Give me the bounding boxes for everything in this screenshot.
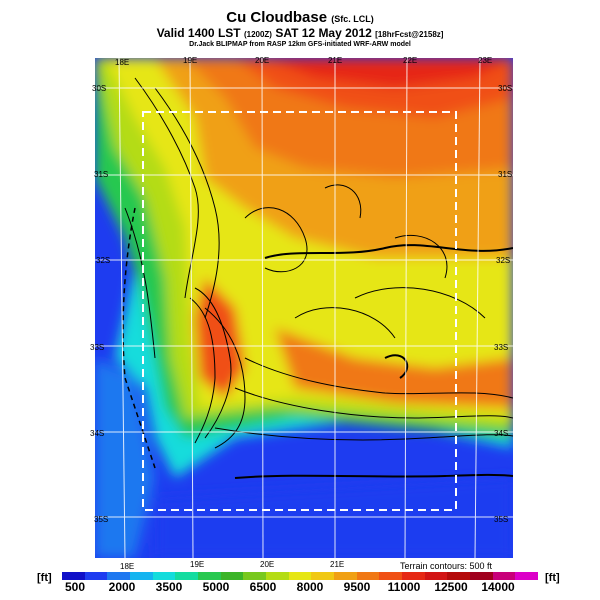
lat-label-left: 32S [96,256,111,265]
colorbar-swatch [243,572,267,580]
lat-label-right: 31S [498,170,513,179]
lat-label-right: 33S [494,343,509,352]
lon-label-top: 20E [255,56,270,65]
lat-label-left: 35S [94,515,109,524]
colorbar-label: 3500 [155,580,183,594]
lat-label-left: 31S [94,170,109,179]
lon-label-top: 21E [328,56,343,65]
colorbar-label: 12500 [434,580,468,594]
colorbar-swatch [152,572,176,580]
lat-label-right: 30S [498,84,513,93]
colorbar-swatch [492,572,516,580]
colorbar-swatch [379,572,403,580]
colorbar-label: 11000 [387,580,421,594]
colorbar-swatch [424,572,448,580]
colorbar-label: 500 [64,580,86,594]
valid-time: Valid 1400 LST (1200Z) SAT 12 May 2012 [… [156,26,444,40]
colorbar-label: 5000 [202,580,230,594]
colorbar-swatch [311,572,335,580]
colorbar-swatch [107,572,131,580]
inner-domain-boundary [142,111,457,511]
colorbar-swatch [334,572,357,580]
lon-label-top: 18E [115,58,130,67]
cloudbase-shading [95,58,513,558]
lat-label-left: 34S [90,429,105,438]
colorbar-label: 2000 [108,580,136,594]
cloudbase-map [95,58,513,558]
lat-label-left: 30S [92,84,107,93]
colorbar-label: 14000 [481,580,515,594]
colorbar-swatch [84,572,108,580]
colorbar-swatch [130,572,153,580]
lon-label-top: 19E [183,56,198,65]
colorbar-swatch [470,572,493,580]
lon-label-top: 22E [403,56,418,65]
cloudbase-field [95,58,513,558]
colorbar-swatch [62,572,85,580]
lon-label-bottom: 19E [190,560,205,569]
lat-label-right: 34S [494,429,509,438]
title-suffix: (Sfc. LCL) [331,14,374,24]
lat-label-right: 32S [496,256,511,265]
colorbar-unit-left: [ft] [37,572,52,584]
lon-label-bottom: 20E [260,560,275,569]
colorbar-swatch [198,572,221,580]
colorbar-swatch [515,572,539,580]
colorbar-label: 8000 [296,580,324,594]
colorbar-swatch [220,572,244,580]
colorbar-label: 6500 [249,580,277,594]
colorbar-swatch [402,572,425,580]
colorbar-label: 9500 [343,580,371,594]
model-credit: Dr.Jack BLIPMAP from RASP 12km GFS-initi… [189,41,411,48]
map-title: Cu Cloudbase (Sfc. LCL) [226,9,374,26]
colorbar-swatch [356,572,380,580]
coastline-dashed [122,207,156,469]
colorbar-unit-right: [ft] [545,572,560,584]
colorbar [62,572,539,580]
lon-label-bottom: 21E [330,560,345,569]
lat-label-left: 33S [90,343,105,352]
lat-lon-grid [95,58,513,558]
terrain-contour-note: Terrain contours: 500 ft [400,561,493,571]
colorbar-swatch [447,572,471,580]
colorbar-swatch [288,572,312,580]
lon-label-top: 23E [478,56,493,65]
lon-label-bottom: 18E [120,562,135,571]
lat-label-right: 35S [494,515,509,524]
colorbar-swatch [266,572,289,580]
colorbar-swatch [175,572,199,580]
